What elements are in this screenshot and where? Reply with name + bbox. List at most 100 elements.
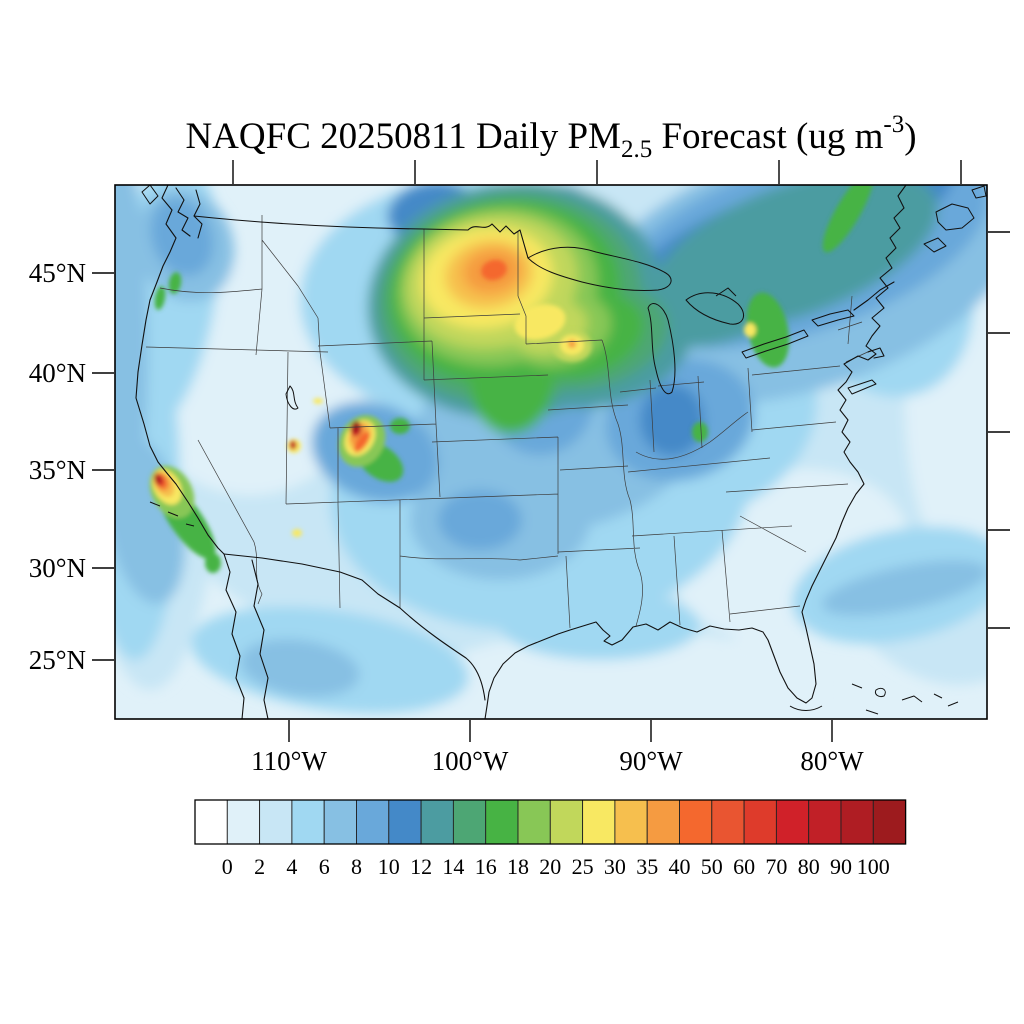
- pm-contour-blob: [481, 259, 507, 281]
- great-lakes: [527, 246, 895, 395]
- pm-contour-blob: [661, 243, 829, 347]
- colorbar-cell: [582, 799, 616, 845]
- colorbar-cell: [452, 799, 487, 845]
- gulf-and-atlantic-coastline: [484, 185, 907, 719]
- plot-title-superscript: -3: [883, 111, 904, 138]
- colorbar-boundary-label: 80: [798, 854, 820, 879]
- pacific-coastline: [135, 185, 225, 555]
- colorbar-boundary-label: 8: [351, 854, 362, 879]
- lake-ontario: [811, 309, 855, 327]
- colorbar-boundary-label: 30: [604, 854, 626, 879]
- pm-contour-blob: [292, 529, 302, 537]
- axis-layer: 45°N 40°N 35°N 30°N 25°N 110°W 100°W 90°W 80°W: [29, 160, 1010, 776]
- colorbar-cell: [420, 799, 454, 845]
- pm-contour-blob: [822, 185, 874, 253]
- baja-peninsula: [223, 553, 245, 719]
- cape-cod: [867, 347, 885, 359]
- pm-contour-blob: [240, 639, 360, 697]
- maritime-islands: [923, 185, 987, 253]
- latitude-tick-label: 30°N: [29, 553, 86, 583]
- lake-erie: [741, 329, 809, 359]
- colorbar-cell: [646, 799, 680, 845]
- colorbar-boundary-label: 90: [830, 854, 852, 879]
- canada-border: [193, 215, 529, 259]
- pm-contour-blob: [168, 272, 182, 294]
- colorbar-cell: [872, 799, 907, 845]
- pm-contour-blob: [205, 553, 221, 573]
- colorbar-cell: [808, 799, 842, 845]
- longitude-tick-label: 90°W: [619, 746, 683, 776]
- pm-contour-blob: [821, 560, 987, 616]
- colorbar-boundary-label: 35: [636, 854, 658, 879]
- pm-contour-blob: [390, 418, 410, 434]
- colorbar-boundary-label: 2: [254, 854, 265, 879]
- pm-contour-blob: [154, 473, 162, 485]
- pm-contour-blob: [744, 323, 756, 337]
- colorbar-cell: [226, 799, 261, 845]
- colorbar-boundary-label: 70: [765, 854, 787, 879]
- pm-contour-blob: [289, 440, 297, 450]
- colorbar-cell: [259, 799, 293, 845]
- map-frame: [114, 184, 988, 720]
- channel-islands: [149, 501, 195, 527]
- colorbar-cell: [291, 799, 325, 845]
- map-area: [115, 185, 987, 719]
- colorbar-cell: [743, 799, 777, 845]
- colorbar-cell: [485, 799, 519, 845]
- plot-title-main: NAQFC 20250811 Daily PM: [185, 116, 620, 157]
- longitude-tick-label: 100°W: [432, 746, 509, 776]
- colorbar-cell: [775, 799, 810, 845]
- colorbar-cell: [711, 799, 745, 845]
- colorbar-boundary-label: 16: [475, 854, 497, 879]
- mexico-border: [223, 553, 486, 701]
- long-island: [847, 379, 877, 395]
- plot-title-end: ): [904, 116, 916, 157]
- colorbar-cell: [388, 799, 422, 845]
- colorbar-cell: [679, 799, 713, 845]
- lake-superior: [527, 246, 672, 291]
- vancouver-island: [141, 185, 159, 205]
- colorbar-boundary-label: 25: [572, 854, 594, 879]
- colorbar-boundary-label: 50: [701, 854, 723, 879]
- pm-contour-blob: [438, 490, 522, 550]
- colorbar-cell: [194, 799, 228, 845]
- colorbar-boundary-label: 0: [222, 854, 233, 879]
- st-lawrence-river: [853, 281, 895, 311]
- colorbar-cell: [840, 799, 874, 845]
- colorbar-cell: [323, 799, 357, 845]
- plot-title: NAQFC 20250811 Daily PM2.5 Forecast (ug …: [185, 111, 916, 163]
- pm-contour-blob: [313, 398, 323, 404]
- colorbar-cell: [356, 799, 390, 845]
- pm-contour-blob: [420, 630, 820, 719]
- latitude-tick-label: 35°N: [29, 455, 86, 485]
- islands: [149, 185, 987, 715]
- colorbar-cell: [549, 799, 584, 845]
- pm-contour-blob: [692, 422, 708, 442]
- pm-contour-layer-hotspots: [149, 185, 874, 573]
- colorbar-boundary-label: 6: [319, 854, 330, 879]
- pm-contour-blob: [514, 304, 566, 340]
- colorbar-boundary-label: 18: [507, 854, 529, 879]
- longitude-tick-label: 80°W: [800, 746, 864, 776]
- pm-contour-blob: [746, 292, 790, 368]
- latitude-tick-label: 25°N: [29, 645, 86, 675]
- colorbar-cell: [517, 799, 551, 845]
- colorbar-cell: [614, 799, 648, 845]
- pm-contour-blob: [154, 286, 166, 310]
- pm-contour-blob: [500, 590, 700, 660]
- gulf-of-california-shore: [251, 559, 269, 719]
- colorbar: 0 2 4 6 8 10 12 14 16 18 20 25 30 35 40 50 60 70 80 90 100: [194, 799, 907, 879]
- great-salt-lake: [285, 385, 299, 410]
- plot-title-mid: Forecast (ug m: [652, 116, 883, 157]
- colorbar-boundary-label: 10: [378, 854, 400, 879]
- pm-contour-blob: [150, 198, 214, 276]
- colorbar-boundary-label: 4: [286, 854, 297, 879]
- colorbar-boundary-label: 100: [857, 854, 890, 879]
- colorbar-boundary-label: 12: [410, 854, 432, 879]
- puget-sound: [175, 187, 203, 239]
- latitude-tick-label: 45°N: [29, 258, 86, 288]
- geography-lines: [135, 185, 987, 719]
- bahamas-cuba-keys: [789, 683, 959, 715]
